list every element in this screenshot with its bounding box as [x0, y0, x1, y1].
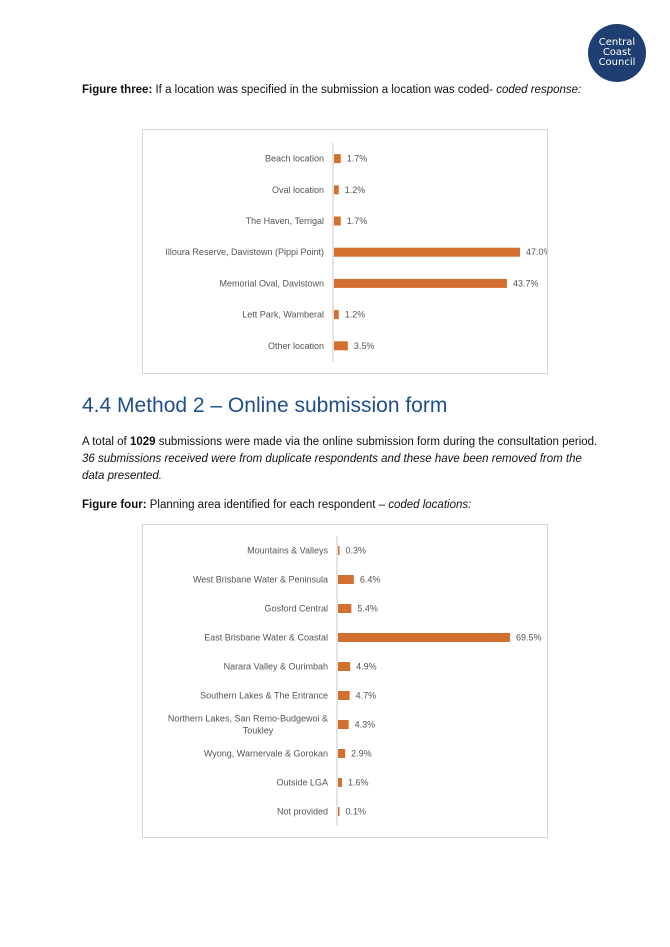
category-label: Outside LGA: [276, 778, 328, 788]
submission-count: 1029: [129, 436, 156, 448]
category-label: Memorial Oval, Davistown: [219, 278, 324, 288]
logo-text-line3: Council: [598, 57, 636, 68]
para-text-rest: submissions were made via the online sub…: [155, 436, 598, 448]
category-label: West Brisbane Water & Peninsula: [193, 575, 328, 585]
data-bar: [334, 154, 341, 164]
category-label: Northern Lakes, San Remo-Budgewoi & Toukl…: [168, 714, 328, 736]
logo-text-line1: Central: [598, 37, 636, 48]
value-label: 4.9%: [356, 662, 377, 672]
figure-three-svg: Beach location 1.7% Oval location 1.2% The H…: [165, 143, 547, 362]
category-label: The Haven, Terrigal: [246, 216, 324, 226]
category-label: Mountains & Valleys: [247, 546, 328, 556]
category-label: Wyong, Warnervale & Gorokan: [204, 749, 328, 759]
category-label: Gosford Central: [264, 604, 328, 614]
category-label: Beach location: [265, 154, 324, 164]
value-label: 47.0%: [526, 247, 547, 257]
data-bar: [338, 546, 340, 555]
figure-three-label: Figure three:: [82, 84, 153, 96]
data-bar: [334, 341, 348, 351]
data-bar: [338, 807, 340, 816]
figure-three-caption: Figure three: If a location was specifie…: [82, 81, 602, 99]
figure-four-label: Figure four:: [82, 499, 147, 511]
value-label: 1.7%: [347, 154, 368, 164]
value-label: 69.5%: [516, 633, 542, 643]
data-bar: [338, 604, 352, 613]
data-bar: [338, 633, 510, 642]
category-label: Oval location: [272, 185, 324, 195]
category-label: Narara Valley & Ourimbah: [224, 662, 328, 672]
logo-text-line2: Coast: [602, 47, 632, 58]
data-bar: [334, 310, 339, 320]
category-label: Illoura Reserve, Davistown (Pippi Point): [165, 247, 324, 257]
value-label: 1.2%: [345, 310, 366, 320]
value-label: 1.6%: [348, 778, 369, 788]
figure-three-text: If a location was specified in the submi…: [152, 84, 497, 96]
category-label: Southern Lakes & The Entrance: [200, 691, 328, 701]
value-label: 4.3%: [355, 720, 376, 730]
value-label: 6.4%: [360, 575, 381, 585]
data-bar: [334, 278, 507, 288]
value-label: 0.1%: [346, 807, 367, 817]
figure-four-italic: coded locations:: [388, 499, 472, 511]
value-label: 1.7%: [347, 216, 368, 226]
intro-paragraph: A total of 1029 submissions were made vi…: [82, 434, 607, 485]
figure-three-chart: Beach location 1.7% Oval location 1.2% The H…: [142, 129, 548, 374]
category-label: Lett Park, Wamberal: [242, 310, 324, 320]
value-label: 2.9%: [351, 749, 372, 759]
figure-four-chart: Mountains & Valleys 0.3% West Brisbane Wat…: [142, 524, 548, 838]
data-bar: [338, 778, 342, 787]
category-label: Other location: [268, 341, 324, 351]
figure-four-text: Planning area identified for each respon…: [146, 499, 389, 511]
value-label: 5.4%: [357, 604, 378, 614]
para-text-start: A total of: [82, 436, 130, 448]
figure-four-svg: Mountains & Valleys 0.3% West Brisbane Wat…: [168, 536, 542, 826]
value-label: 43.7%: [513, 278, 539, 288]
data-bar: [338, 691, 350, 700]
data-bar: [338, 749, 346, 758]
data-bar: [338, 575, 354, 584]
para-italic-note: 36 submissions received were from duplic…: [82, 453, 582, 482]
data-bar: [334, 185, 339, 195]
value-label: 3.5%: [354, 341, 375, 351]
data-bar: [334, 247, 520, 257]
section-heading: 4.4 Method 2 – Online submission form: [82, 394, 448, 417]
value-label: 1.2%: [345, 185, 366, 195]
category-label: East Brisbane Water & Coastal: [204, 633, 328, 643]
figure-four-caption: Figure four: Planning area identified fo…: [82, 496, 602, 514]
figure-three-italic: coded response:: [496, 84, 582, 96]
category-label: Not provided: [277, 807, 328, 817]
data-bar: [334, 216, 341, 226]
council-logo: Central Coast Council: [588, 24, 646, 82]
value-label: 0.3%: [346, 546, 367, 556]
value-label: 4.7%: [356, 691, 377, 701]
data-bar: [338, 662, 351, 671]
data-bar: [338, 720, 349, 729]
